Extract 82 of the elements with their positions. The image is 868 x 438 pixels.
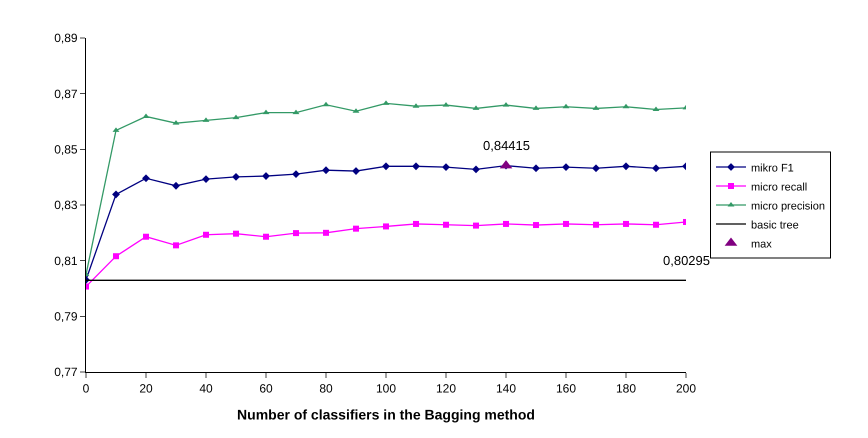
point bbox=[203, 232, 209, 238]
point bbox=[232, 114, 240, 120]
point bbox=[352, 108, 360, 113]
legend-label: max bbox=[751, 238, 772, 250]
point bbox=[562, 163, 570, 172]
x-tick-label: 140 bbox=[496, 381, 516, 396]
legend-label: micro precision bbox=[751, 200, 825, 212]
point bbox=[232, 172, 240, 181]
x-tick-label: 180 bbox=[616, 381, 636, 396]
point bbox=[263, 234, 269, 240]
point bbox=[533, 222, 539, 228]
point bbox=[233, 230, 239, 237]
point bbox=[353, 226, 359, 232]
point bbox=[262, 110, 270, 114]
x-tick-label: 200 bbox=[676, 381, 696, 396]
point bbox=[413, 220, 419, 227]
point bbox=[622, 104, 630, 108]
point bbox=[442, 102, 450, 107]
legend-label: mikro F1 bbox=[751, 162, 794, 174]
point bbox=[503, 220, 509, 227]
y-tick-label: 0,81 bbox=[54, 254, 78, 268]
point bbox=[322, 102, 330, 106]
point bbox=[473, 222, 479, 229]
annotation: 0,80295 bbox=[663, 253, 710, 268]
point bbox=[593, 222, 599, 228]
point bbox=[622, 162, 630, 170]
point bbox=[472, 165, 480, 174]
point bbox=[563, 220, 569, 227]
legend-label: micro recall bbox=[751, 181, 808, 194]
point bbox=[592, 105, 600, 110]
y-tick-label: 0,83 bbox=[54, 198, 78, 212]
point bbox=[562, 104, 570, 108]
x-tick-label: 0 bbox=[82, 381, 90, 396]
x-tick-label: 100 bbox=[376, 381, 396, 396]
y-tick-label: 0,85 bbox=[54, 142, 78, 157]
point bbox=[172, 120, 180, 125]
point bbox=[652, 164, 660, 172]
point bbox=[202, 117, 210, 122]
x-tick-label: 20 bbox=[139, 381, 153, 396]
point bbox=[262, 172, 270, 180]
point bbox=[113, 253, 119, 260]
x-axis-title: Number of classifiers in the Bagging method bbox=[237, 406, 535, 423]
y-tick-label: 0,89 bbox=[54, 31, 78, 46]
point bbox=[412, 162, 420, 170]
point bbox=[172, 182, 180, 190]
point bbox=[292, 170, 300, 178]
point bbox=[652, 106, 660, 112]
x-tick-label: 60 bbox=[259, 381, 273, 396]
point bbox=[352, 167, 360, 175]
point bbox=[142, 113, 150, 118]
point bbox=[443, 222, 449, 228]
y-tick-label: 0,87 bbox=[54, 86, 78, 101]
y-tick-label: 0,77 bbox=[54, 365, 78, 380]
x-tick-label: 120 bbox=[436, 381, 456, 396]
point bbox=[532, 164, 540, 172]
x-tick-label: 40 bbox=[199, 381, 213, 396]
point bbox=[322, 166, 330, 174]
x-tick-label: 160 bbox=[556, 381, 576, 396]
point bbox=[112, 127, 120, 132]
point bbox=[382, 162, 390, 170]
point bbox=[472, 105, 480, 110]
point bbox=[202, 175, 210, 184]
y-tick-label: 0,79 bbox=[54, 310, 78, 324]
point bbox=[532, 105, 540, 110]
legend-label: basic tree bbox=[751, 219, 799, 232]
x-tick-label: 80 bbox=[319, 381, 333, 396]
point bbox=[412, 103, 420, 108]
point bbox=[382, 100, 390, 105]
point bbox=[143, 234, 149, 240]
point bbox=[623, 220, 629, 227]
point bbox=[173, 242, 179, 248]
point bbox=[442, 163, 450, 172]
point bbox=[653, 222, 659, 228]
point bbox=[292, 110, 300, 114]
point bbox=[383, 223, 389, 230]
point bbox=[502, 102, 510, 107]
annotation: 0,84415 bbox=[483, 138, 530, 153]
point bbox=[142, 174, 150, 182]
point bbox=[112, 190, 120, 198]
point bbox=[592, 164, 600, 172]
point bbox=[293, 230, 299, 236]
point bbox=[323, 230, 329, 236]
